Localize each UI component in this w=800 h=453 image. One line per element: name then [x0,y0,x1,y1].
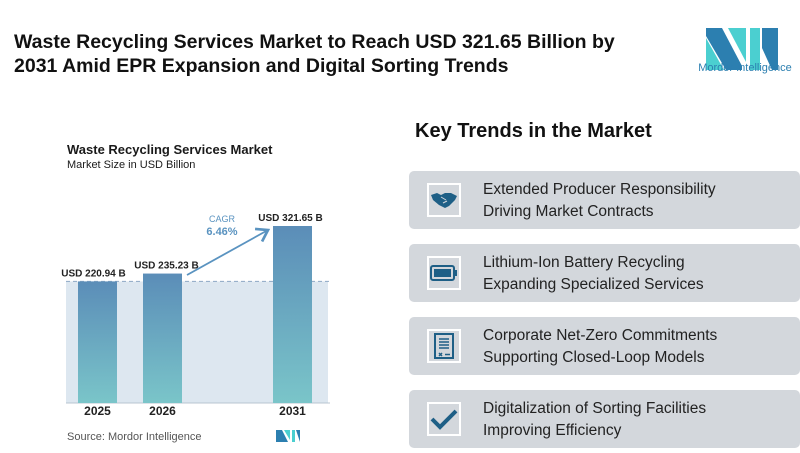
handshake-icon [427,183,461,217]
source-logo-icon [276,430,300,442]
trends-heading: Key Trends in the Market [415,120,652,142]
trend-card-battery: Lithium-Ion Battery Recycling Expanding S… [409,244,800,302]
bar-chart: USD 220.94 B 2025 USD 235.23 B 2026 USD 321.… [61,213,330,418]
trend-line2: Supporting Closed-Loop Models [483,349,705,366]
page-title: Waste Recycling Services Market to Reach… [14,31,615,77]
logo-text: Mordor Intelligence [698,62,792,74]
document-icon [427,329,461,363]
cagr-arrow [186,227,271,276]
trend-line1: Digitalization of Sorting Facilities [483,400,707,417]
bar-2031 [273,226,312,403]
data-label-2031: USD 321.65 B [258,213,322,224]
x-tick-label: 2026 [149,404,176,418]
trend-card-digital: Digitalization of Sorting Facilities Impr… [409,390,800,448]
cagr-value: 6.46% [206,226,237,238]
trend-card-epr: Extended Producer Responsibility Driving … [409,171,800,229]
x-tick-label: 2025 [84,404,111,418]
trend-line2: Driving Market Contracts [483,203,654,220]
data-label-2026: USD 235.23 B [134,261,198,272]
trend-line2: Improving Efficiency [483,422,622,439]
trend-line2: Expanding Specialized Services [483,276,704,293]
cagr-label: CAGR [209,214,236,224]
trend-line1: Corporate Net-Zero Commitments [483,327,718,344]
bar-2025 [78,281,117,403]
chart-title: Waste Recycling Services Market [67,142,273,157]
trend-line1: Lithium-Ion Battery Recycling [483,254,685,271]
x-tick-label: 2031 [279,404,306,418]
checkmark-icon [427,402,461,436]
mordor-logo-icon [706,28,778,70]
trend-card-netzero: Corporate Net-Zero Commitments Supporting… [409,317,800,375]
data-label-2025: USD 220.94 B [61,268,125,279]
chart-subtitle: Market Size in USD Billion [67,159,196,171]
trend-line1: Extended Producer Responsibility [483,181,716,198]
battery-icon [427,256,461,290]
bar-2026 [143,273,182,403]
chart-source: Source: Mordor Intelligence [67,431,202,443]
